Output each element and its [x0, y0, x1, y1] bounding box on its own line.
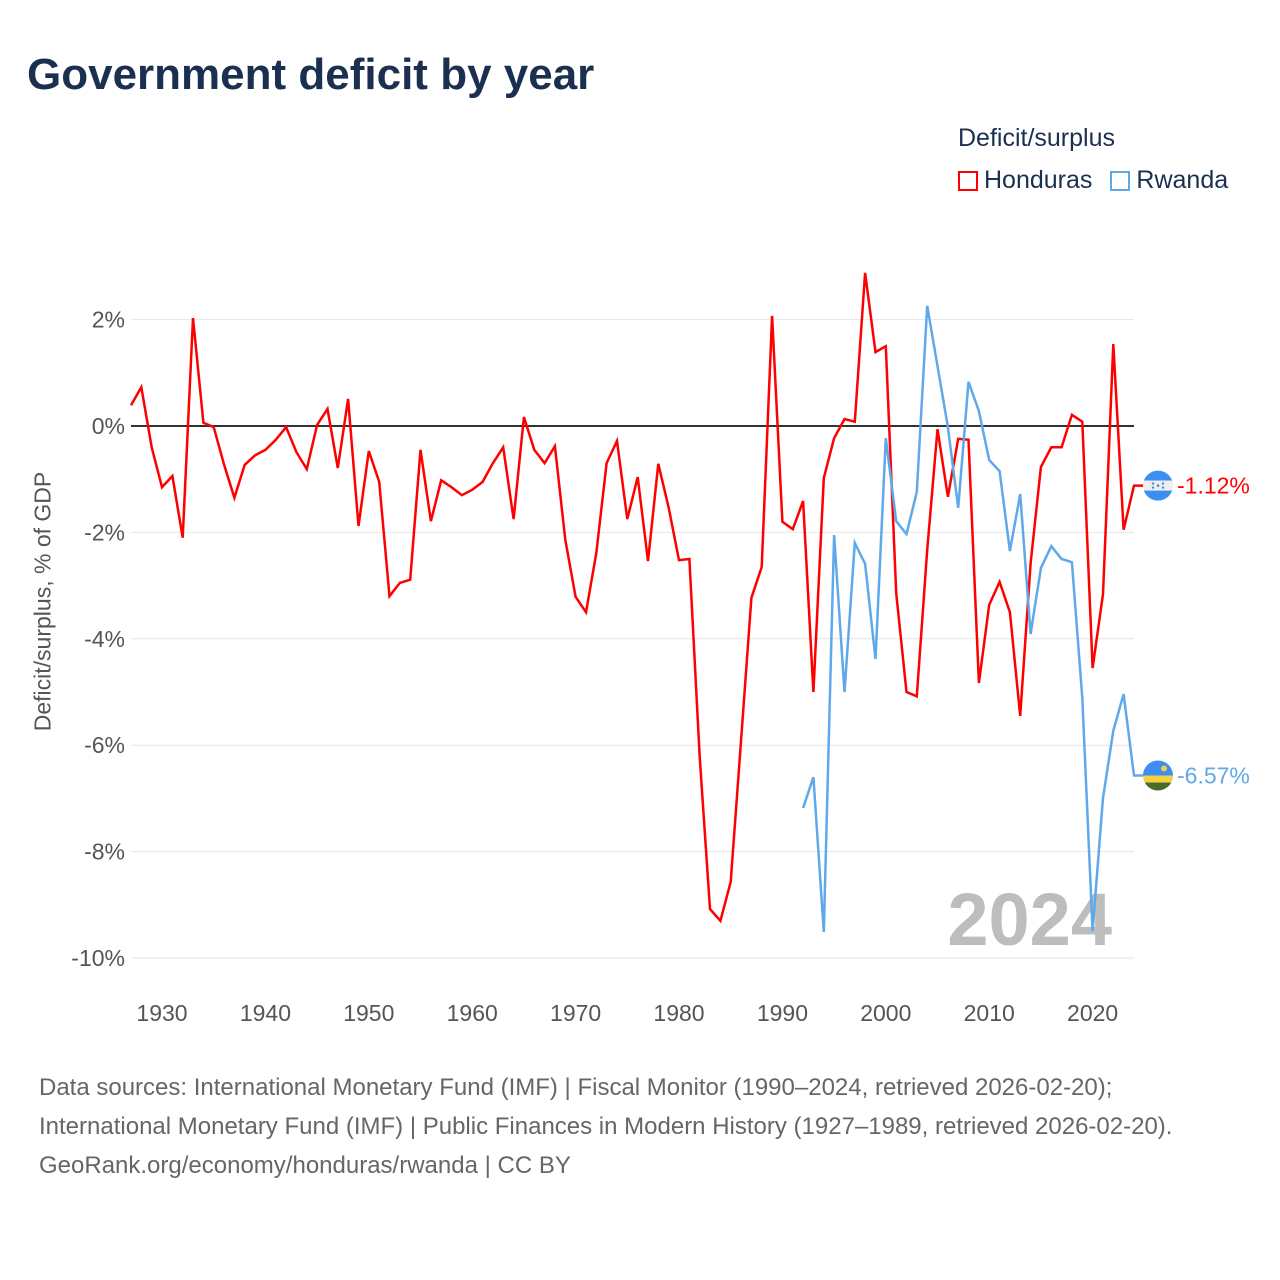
- x-tick-label: 1980: [653, 1000, 704, 1026]
- y-tick-label: -8%: [84, 839, 125, 865]
- y-tick-label: -4%: [84, 626, 125, 652]
- x-tick-label: 1940: [240, 1000, 291, 1026]
- legend-item-rwanda[interactable]: Rwanda: [1110, 166, 1228, 195]
- x-tick-label: 1960: [447, 1000, 498, 1026]
- legend-label: Rwanda: [1136, 166, 1229, 194]
- legend-label: Honduras: [984, 166, 1093, 194]
- x-tick-label: 2010: [964, 1000, 1015, 1026]
- legend-swatch-rwanda: [1110, 170, 1131, 191]
- y-tick-label: -10%: [71, 945, 125, 971]
- y-tick-label: 0%: [92, 413, 125, 439]
- page-title: Government deficit by year: [27, 50, 595, 99]
- legend: Honduras Rwanda: [958, 166, 1228, 195]
- y-tick-label: 2%: [92, 307, 125, 333]
- x-tick-label: 1970: [550, 1000, 601, 1026]
- line-chart: 2% 0% -2% -4% -6% -8% -10% 1930 1940 1950 1960 1970…: [71, 272, 1250, 1026]
- y-tick-label: -2%: [84, 519, 125, 545]
- end-value-label: -1.12%: [1177, 473, 1250, 499]
- footer: Data sources: International Monetary Fun…: [39, 1068, 1239, 1185]
- x-tick-label: 1990: [757, 1000, 808, 1026]
- legend-title: Deficit/surplus: [958, 124, 1115, 152]
- series-line-rwanda: [801, 305, 1146, 932]
- x-tick-label: 2020: [1067, 1000, 1118, 1026]
- x-tick-label: 2000: [860, 1000, 911, 1026]
- legend-swatch-honduras: [958, 170, 978, 191]
- series-line-honduras: [129, 272, 1146, 924]
- year-watermark: 2024: [947, 878, 1112, 961]
- legend-item-honduras[interactable]: Honduras: [958, 166, 1092, 195]
- x-tick-label: 1930: [136, 1000, 187, 1026]
- credit-link[interactable]: GeoRank.org/economy/honduras/rwanda | CC…: [39, 1152, 571, 1179]
- y-tick-label: -6%: [84, 732, 125, 758]
- end-value-label: -6.57%: [1177, 763, 1250, 789]
- data-sources: Data sources: International Monetary Fun…: [39, 1074, 1173, 1140]
- x-tick-label: 1950: [343, 1000, 394, 1026]
- honduras-flag-icon: [1143, 470, 1173, 501]
- rwanda-flag-icon: [1143, 760, 1173, 791]
